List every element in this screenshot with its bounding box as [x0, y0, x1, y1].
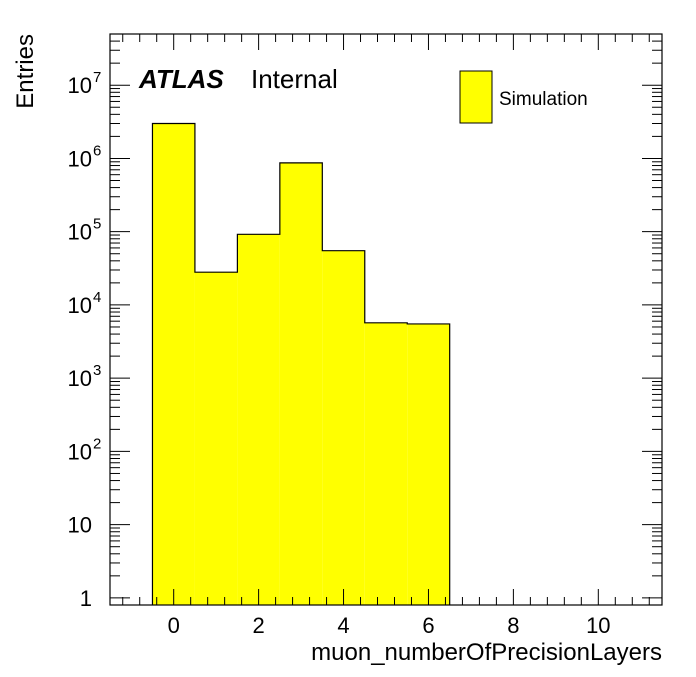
histogram-bar — [152, 123, 195, 606]
internal-label: Internal — [251, 64, 338, 94]
y-tick-exponent: 6 — [93, 142, 101, 159]
histogram-bar — [407, 323, 450, 605]
histogram-bar — [279, 162, 323, 605]
atlas-label: ATLAS — [138, 64, 224, 94]
y-tick-label: 10 — [68, 220, 92, 245]
histogram-bar — [194, 272, 238, 605]
plot-frame — [109, 33, 663, 606]
x-tick-label: 4 — [337, 613, 349, 638]
x-axis-title: muon_numberOfPrecisionLayers — [311, 639, 662, 666]
y-tick-label: 10 — [68, 146, 92, 171]
y-tick-label: 10 — [68, 439, 92, 464]
y-tick-label: 10 — [68, 73, 92, 98]
legend: Simulation — [459, 70, 588, 124]
y-tick-exponent: 7 — [93, 69, 101, 86]
y-tick-exponent: 2 — [93, 435, 101, 452]
y-tick-label: 10 — [68, 366, 92, 391]
bars-layer — [151, 122, 451, 606]
y-tick-label: 10 — [68, 513, 92, 538]
y-axis-title: Entries — [12, 34, 39, 109]
histogram-bar — [322, 250, 365, 605]
x-tick-label: 6 — [422, 613, 434, 638]
ticks-layer — [110, 33, 662, 605]
legend-swatch-simulation — [459, 70, 493, 124]
x-tick-label: 0 — [168, 613, 180, 638]
x-tick-label: 8 — [507, 613, 519, 638]
legend-label-simulation: Simulation — [499, 89, 588, 110]
histogram-outline — [151, 122, 451, 605]
histogram-bar — [237, 234, 280, 605]
y-tick-label: 1 — [80, 586, 92, 611]
x-tick-label: 2 — [252, 613, 264, 638]
y-tick-label: 10 — [68, 293, 92, 318]
y-tick-exponent: 3 — [93, 362, 101, 379]
y-tick-exponent: 5 — [93, 216, 101, 233]
y-tick-exponent: 4 — [93, 289, 101, 306]
x-tick-label: 10 — [586, 613, 610, 638]
histogram-bar — [364, 322, 408, 605]
